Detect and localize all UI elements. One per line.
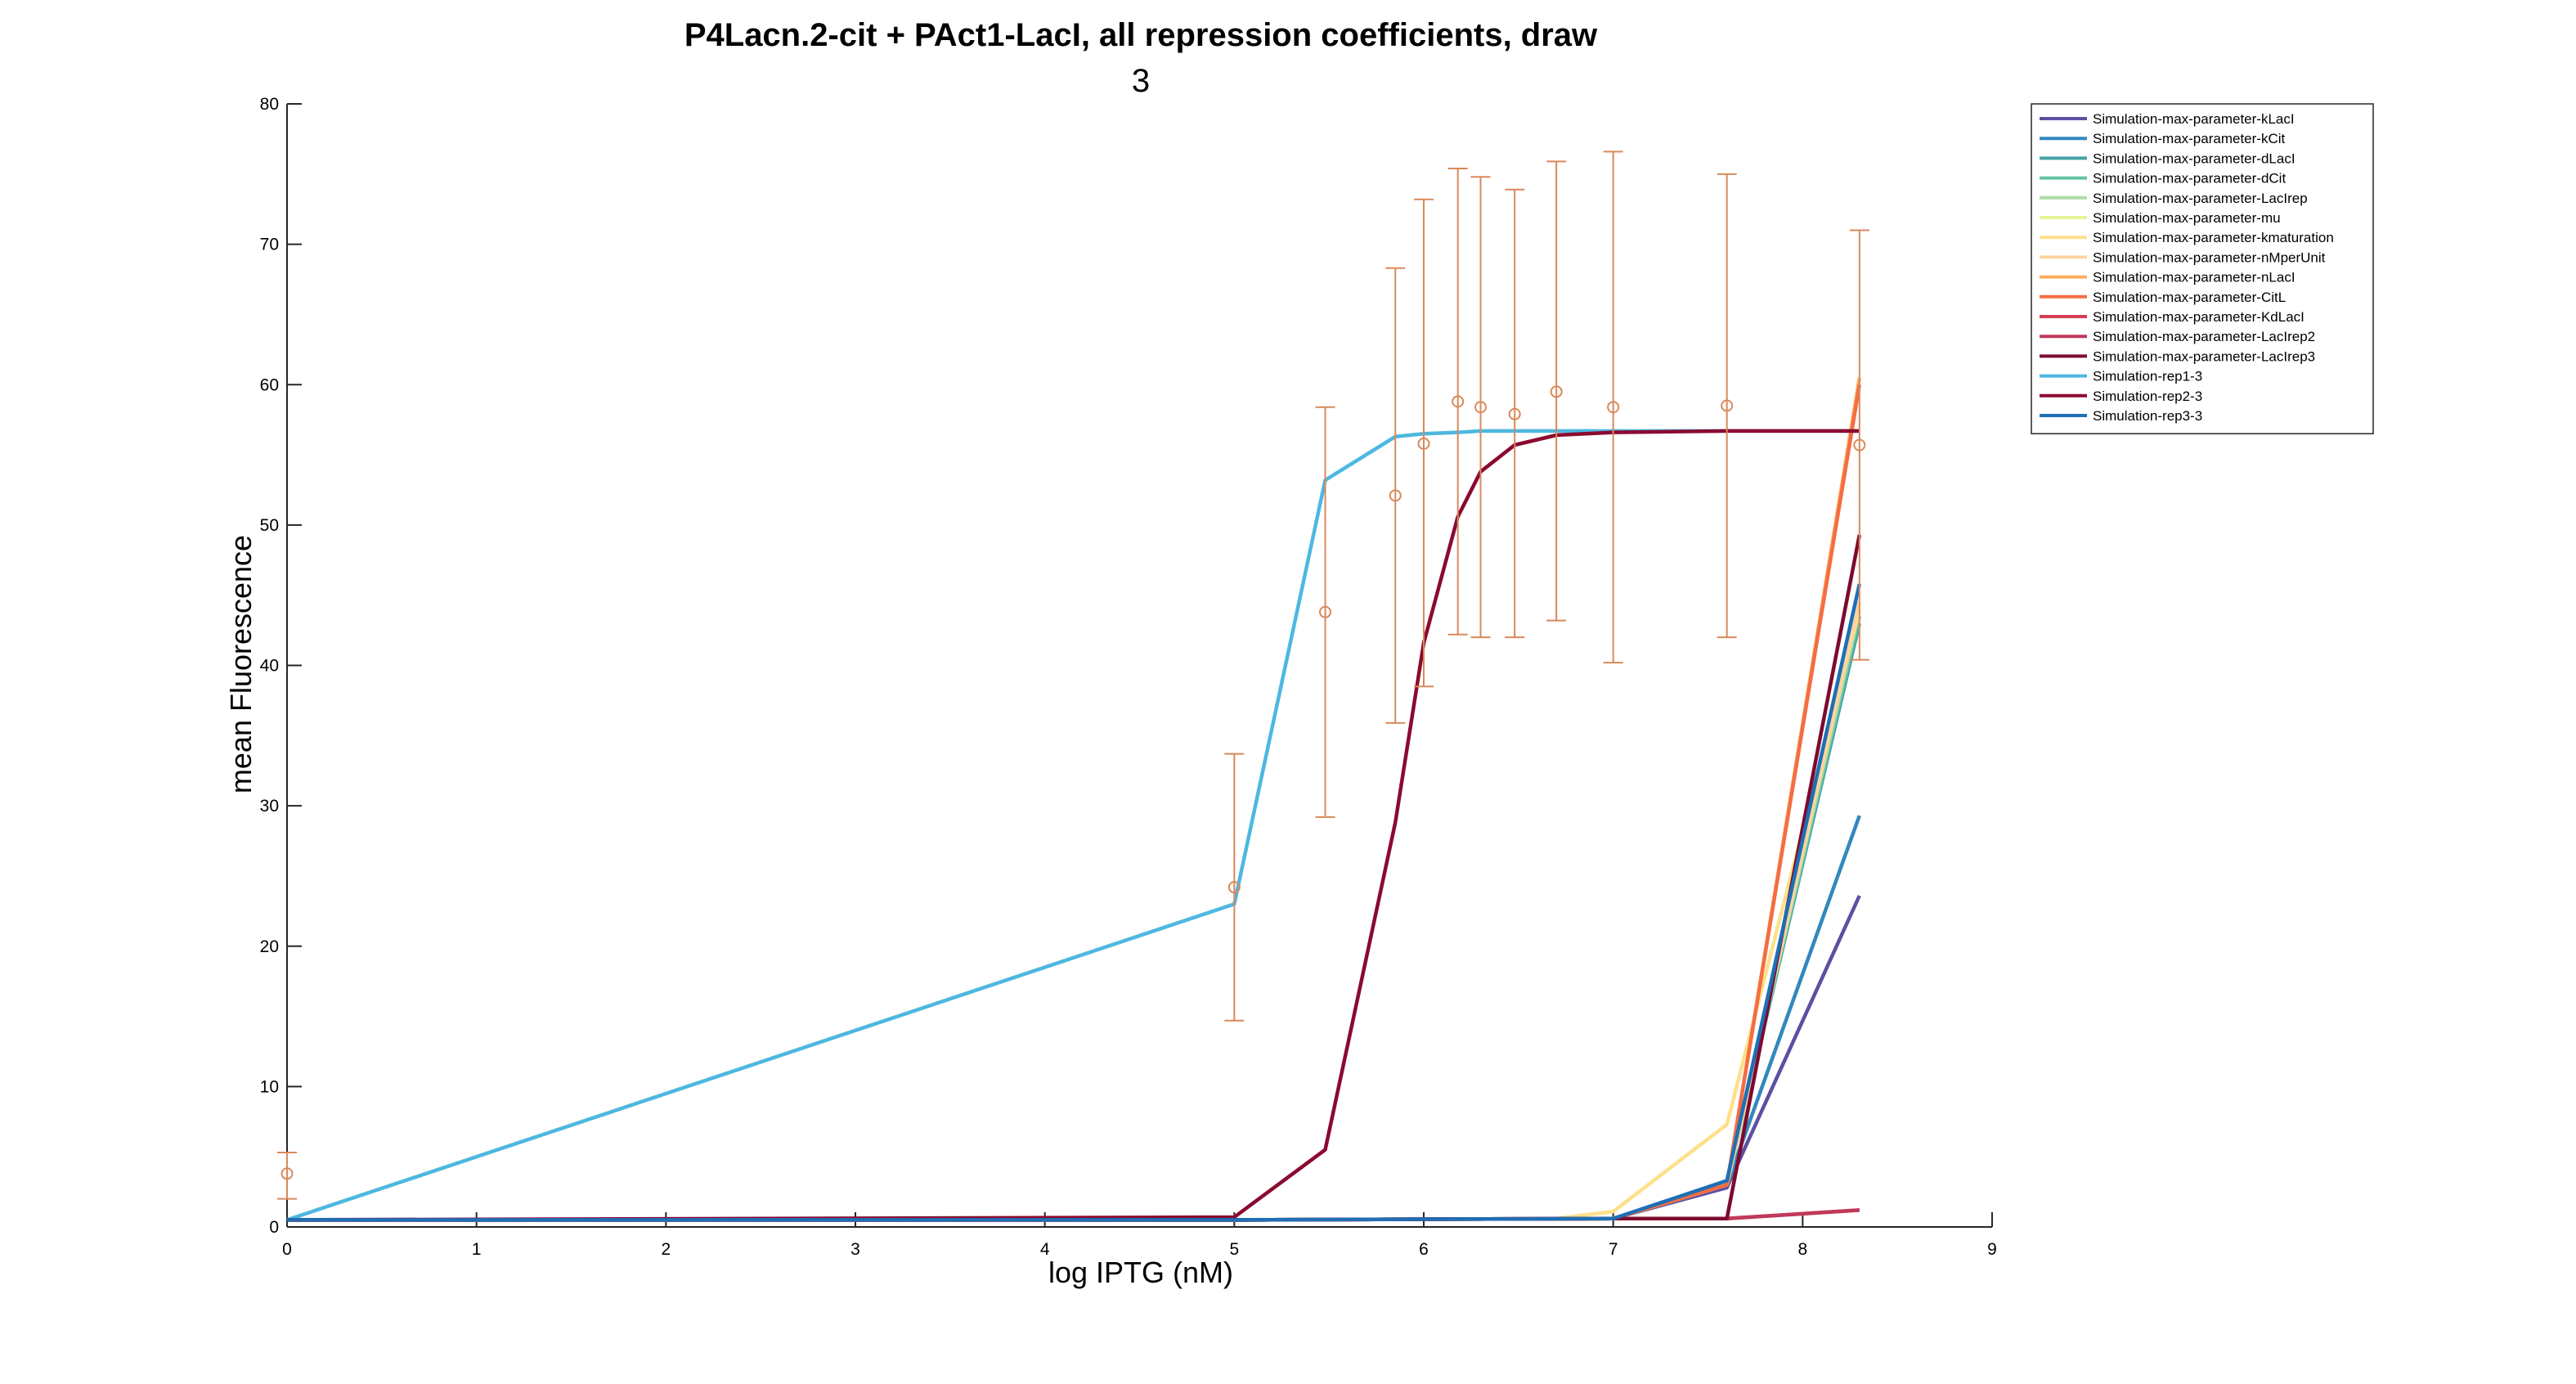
legend-label: Simulation-max-parameter-dLacI bbox=[2093, 151, 2296, 166]
x-tick-label: 6 bbox=[1419, 1240, 1429, 1259]
y-tick-label: 30 bbox=[260, 797, 279, 816]
data-marker-circle bbox=[1508, 407, 1521, 420]
legend-entry: Simulation-max-parameter-LacIrep bbox=[2040, 191, 2308, 206]
x-tick-label: 5 bbox=[1229, 1240, 1239, 1259]
x-tick-label: 1 bbox=[472, 1240, 482, 1259]
data-marker-circle bbox=[1550, 385, 1563, 398]
x-axis-label: log IPTG (nM) bbox=[1048, 1256, 1233, 1289]
data-marker-circle bbox=[1227, 881, 1241, 894]
data-marker-circle bbox=[1452, 395, 1465, 408]
y-tick-label: 60 bbox=[260, 375, 279, 394]
legend-label: Simulation-max-parameter-kmaturation bbox=[2093, 230, 2334, 245]
y-tick-label: 50 bbox=[260, 516, 279, 535]
legend-label: Simulation-max-parameter-dCit bbox=[2093, 171, 2286, 186]
legend-label: Simulation-max-parameter-mu bbox=[2093, 210, 2281, 226]
legend-label: Simulation-max-parameter-LacIrep bbox=[2093, 191, 2308, 206]
legend-label: Simulation-rep1-3 bbox=[2093, 369, 2202, 384]
data-marker-circle bbox=[1607, 401, 1620, 414]
error-bars bbox=[277, 151, 1869, 1200]
legend-entry: Simulation-max-parameter-kmaturation bbox=[2040, 230, 2334, 245]
data-marker-circle bbox=[1721, 399, 1734, 412]
legend-entry: Simulation-max-parameter-nMperUnit bbox=[2040, 249, 2326, 265]
legend-entry: Simulation-max-parameter-kCit bbox=[2040, 131, 2286, 146]
legend: Simulation-max-parameter-kLacI Simulation… bbox=[2031, 103, 2374, 434]
errorbar-point bbox=[1603, 151, 1623, 664]
data-marker-circle bbox=[1389, 489, 1402, 502]
errorbar-point bbox=[1414, 198, 1434, 688]
x-tick-label: 3 bbox=[850, 1240, 860, 1259]
errorbar-point bbox=[1546, 160, 1567, 622]
y-tick-label: 40 bbox=[260, 657, 279, 676]
legend-label: Simulation-max-parameter-nLacI bbox=[2093, 270, 2296, 285]
x-tick-label: 8 bbox=[1797, 1240, 1807, 1259]
y-tick-label: 20 bbox=[260, 937, 279, 956]
legend-entry: Simulation-max-parameter-dLacI bbox=[2040, 151, 2296, 166]
legend-entry: Simulation-max-parameter-LacIrep2 bbox=[2040, 329, 2315, 344]
data-marker-circle bbox=[1319, 605, 1332, 618]
legend-entry: Simulation-max-parameter-kLacI bbox=[2040, 111, 2295, 127]
chart-title: P4Lacn.2-cit + PAct1-LacI, all repressio… bbox=[684, 17, 1598, 53]
y-axis-label: mean Fluorescence bbox=[224, 535, 258, 793]
legend-entry: Simulation-rep1-3 bbox=[2040, 369, 2202, 384]
y-tick-label: 0 bbox=[269, 1218, 279, 1237]
legend-label: Simulation-max-parameter-LacIrep3 bbox=[2093, 348, 2315, 364]
legend-label: Simulation-max-parameter-nMperUnit bbox=[2093, 249, 2326, 265]
errorbar-point bbox=[1849, 229, 1869, 661]
data-marker-circle bbox=[280, 1167, 294, 1180]
legend-entry: Simulation-max-parameter-mu bbox=[2040, 210, 2281, 226]
series-line-simulation-rep2-3 bbox=[286, 429, 1860, 1222]
errorbar-point bbox=[1385, 267, 1406, 724]
legend-entry: Simulation-max-parameter-dCit bbox=[2040, 171, 2286, 186]
data-marker-circle bbox=[1474, 401, 1487, 414]
legend-entry: Simulation-max-parameter-nLacI bbox=[2040, 270, 2296, 285]
x-tick-label: 4 bbox=[1040, 1240, 1050, 1259]
legend-label: Simulation-max-parameter-kCit bbox=[2093, 131, 2286, 146]
legend-label: Simulation-max-parameter-CitL bbox=[2093, 290, 2286, 305]
errorbar-point bbox=[1447, 167, 1468, 636]
errorbar-point bbox=[1315, 406, 1335, 818]
y-tick-label: 80 bbox=[260, 95, 279, 114]
legend-entry: Simulation-rep3-3 bbox=[2040, 408, 2202, 424]
legend-label: Simulation-max-parameter-kLacI bbox=[2093, 111, 2295, 127]
y-axis-ticks: 0 10 20 30 40 50 60 70 80 bbox=[260, 95, 302, 1237]
errorbar-point bbox=[1505, 188, 1525, 639]
legend-entry: Simulation-max-parameter-LacIrep3 bbox=[2040, 348, 2315, 364]
y-tick-label: 70 bbox=[260, 236, 279, 254]
y-tick-label: 10 bbox=[260, 1077, 279, 1096]
legend-label: Simulation-rep2-3 bbox=[2093, 389, 2202, 404]
data-marker-circle bbox=[1853, 438, 1866, 452]
series-line-simulation-rep3-3 bbox=[287, 583, 1861, 1222]
series-lines bbox=[286, 377, 1862, 1222]
legend-label: Simulation-max-parameter-KdLacI bbox=[2093, 309, 2304, 325]
x-tick-label: 0 bbox=[282, 1240, 292, 1259]
errorbar-point bbox=[1717, 173, 1737, 639]
errorbar-point bbox=[277, 1152, 297, 1200]
errorbar-point bbox=[1470, 176, 1491, 639]
errorbar-point bbox=[1224, 753, 1245, 1022]
chart-title-line2: 3 bbox=[1132, 63, 1150, 99]
legend-entry: Simulation-max-parameter-KdLacI bbox=[2040, 309, 2304, 325]
x-axis-ticks: 0 1 2 3 4 5 6 7 8 9 bbox=[282, 1212, 1997, 1259]
legend-label: Simulation-rep3-3 bbox=[2093, 408, 2202, 424]
legend-entry: Simulation-rep2-3 bbox=[2040, 389, 2202, 404]
legend-entry: Simulation-max-parameter-CitL bbox=[2040, 290, 2286, 305]
data-marker-circle bbox=[1417, 437, 1430, 450]
legend-box bbox=[2031, 103, 2374, 434]
legend-label: Simulation-max-parameter-LacIrep2 bbox=[2093, 329, 2315, 344]
x-tick-label: 9 bbox=[1987, 1240, 1997, 1259]
x-tick-label: 2 bbox=[661, 1240, 671, 1259]
x-tick-label: 7 bbox=[1609, 1240, 1618, 1259]
